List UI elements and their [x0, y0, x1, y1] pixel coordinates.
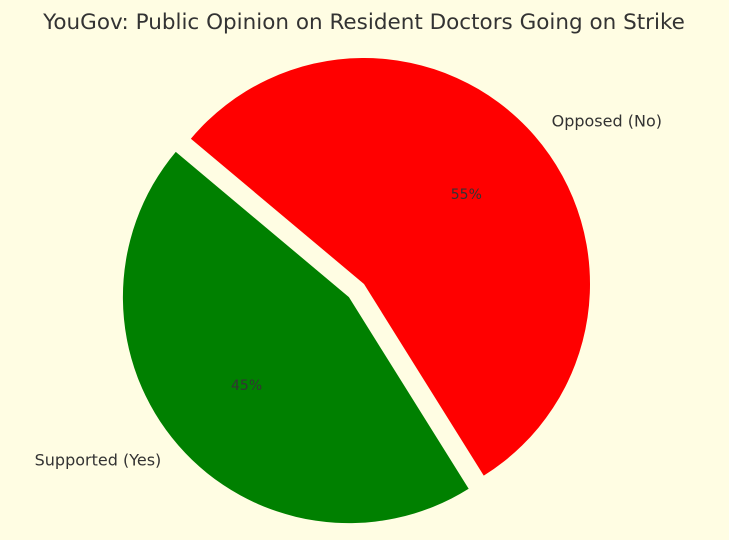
pie-slice-supported-yes — [122, 151, 469, 524]
pie-labels: 45% Supported (Yes) 55% Opposed (No) — [35, 111, 662, 469]
pie-slices — [122, 58, 590, 524]
percent-label-supported-yes: 45% — [231, 378, 262, 394]
percent-label-opposed-no: 55% — [451, 187, 482, 203]
category-label-supported-yes: Supported (Yes) — [35, 451, 162, 470]
category-label-opposed-no: Opposed (No) — [552, 111, 662, 130]
chart-title: YouGov: Public Opinion on Resident Docto… — [42, 10, 685, 35]
pie-slice-opposed-no — [190, 58, 590, 476]
